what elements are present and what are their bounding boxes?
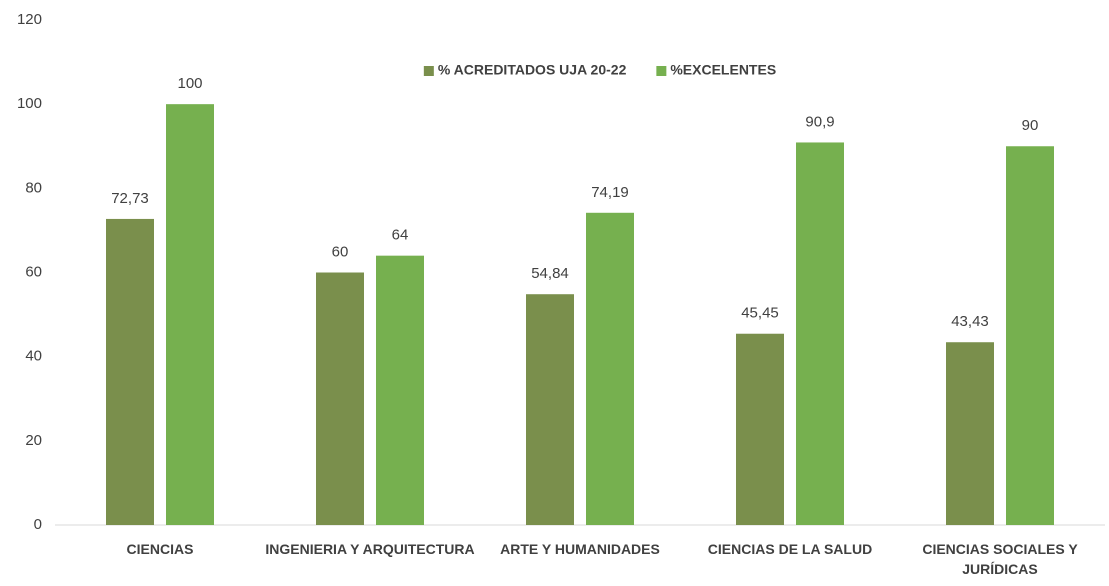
y-tick-label: 0 (34, 516, 42, 533)
data-label: 90,9 (805, 113, 834, 130)
legend-item: %EXCELENTES (656, 62, 776, 78)
x-tick-label-box: CIENCIAS SOCIALES Y JURÍDICAS (922, 541, 1078, 577)
data-label: 100 (177, 75, 202, 92)
x-tick-label: INGENIERIA Y ARQUITECTURA (265, 541, 475, 557)
y-tick-label: 80 (25, 179, 42, 196)
y-tick-label: 40 (25, 348, 42, 365)
data-label: 90 (1022, 117, 1039, 134)
bar (316, 272, 364, 525)
x-tick-label: CIENCIAS SOCIALES Y JURÍDICAS (922, 541, 1078, 577)
x-tick-label-box: ARTE Y HUMANIDADES (500, 541, 660, 557)
data-label: 72,73 (111, 190, 149, 207)
x-tick-label: CIENCIAS (126, 541, 194, 557)
bar (736, 333, 784, 525)
legend-label: % ACREDITADOS UJA 20-22 (438, 62, 627, 78)
data-label: 60 (332, 243, 349, 260)
y-tick-label: 100 (17, 95, 42, 112)
bar (586, 212, 634, 525)
bar (1006, 146, 1054, 525)
data-label: 74,19 (591, 184, 629, 201)
y-tick-label: 120 (17, 11, 42, 28)
x-tick-label-box: CIENCIAS DE LA SALUD (707, 541, 873, 557)
legend-item: % ACREDITADOS UJA 20-22 (423, 62, 627, 78)
bar (796, 142, 844, 525)
bar (526, 294, 574, 525)
data-label: 45,45 (741, 305, 779, 322)
legend-swatch (423, 66, 434, 76)
x-tick-label: CIENCIAS DE LA SALUD (707, 541, 873, 557)
x-tick-label-box: INGENIERIA Y ARQUITECTURA (265, 541, 475, 557)
bar (166, 104, 214, 526)
x-tick-label: ARTE Y HUMANIDADES (500, 541, 660, 557)
bar (106, 218, 154, 525)
legend-label: %EXCELENTES (670, 62, 776, 78)
data-label: 43,43 (951, 313, 989, 330)
y-tick-label: 60 (25, 263, 42, 280)
bar (376, 255, 424, 525)
x-tick-label-box: CIENCIAS (126, 541, 194, 557)
bar (946, 342, 994, 525)
legend-swatch (656, 66, 667, 76)
data-label: 54,84 (531, 265, 569, 282)
data-label: 64 (392, 227, 409, 244)
y-tick-label: 20 (25, 432, 42, 449)
